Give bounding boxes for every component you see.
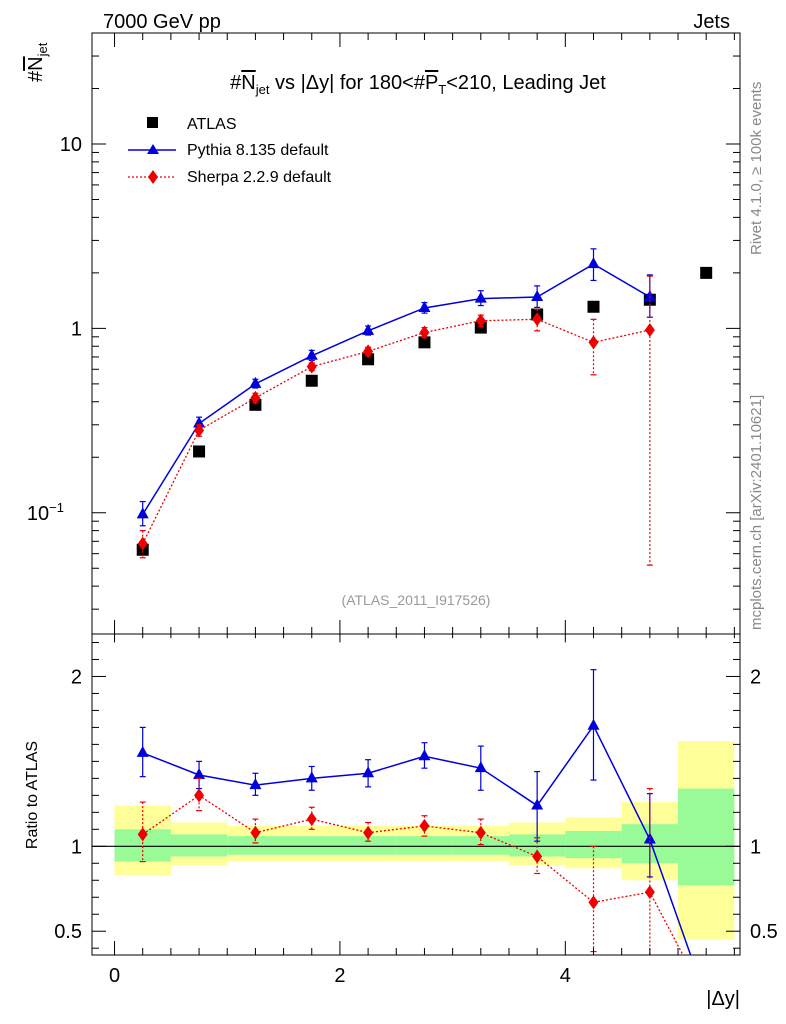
sherpa-point (137, 536, 148, 551)
sherpa-point (194, 423, 205, 438)
atlas-point (418, 336, 431, 349)
stat-band-8 (565, 831, 622, 859)
atlas-point (193, 445, 206, 458)
sherpa-point (588, 335, 599, 350)
sherpa-ratio-point (475, 825, 486, 840)
x-tick-label: 4 (560, 965, 571, 987)
ylabel-n: N (25, 56, 47, 70)
svg-text:#Njet: #Njet (25, 42, 50, 82)
sherpa-point (419, 325, 430, 340)
main-series-pythia (136, 248, 656, 527)
ratio-ytick-label-left: 1 (71, 836, 82, 858)
pythia-ratio-point (305, 771, 318, 783)
pythia-point (249, 376, 262, 388)
legend-sherpa-marker (148, 170, 158, 184)
legend-atlas-marker (147, 117, 158, 128)
pythia-point (531, 289, 544, 301)
axes: 10 1 10−1 0 2 4 0.5 0.5 1 1 2 2 (27, 32, 778, 987)
ratio-ytick-label-left: 0.5 (54, 921, 82, 943)
main-plot-marks (136, 248, 713, 566)
pythia-point (136, 507, 149, 519)
atlas-point (305, 374, 318, 387)
rivet-label: Rivet 4.1.0, ≥ 100k events (748, 82, 765, 255)
ratio-ytick-label-left: 2 (71, 666, 82, 688)
stat-band-1 (170, 834, 228, 857)
x-tick-label: 2 (334, 965, 345, 987)
pythia-line (142, 263, 651, 515)
stat-band-2 (227, 836, 284, 855)
main-ytick-label: 1 (71, 318, 82, 340)
main-title: #Njet vs |Δy| for 180<#PT<210, Leading J… (230, 72, 606, 97)
sherpa-ratio-point (306, 812, 317, 827)
pythia-point (587, 257, 600, 269)
ratio-ytick-label-right: 2 (750, 666, 761, 688)
pythia-ratio-point (531, 798, 544, 810)
pythia-ratio-point (136, 745, 149, 757)
pythia-point (305, 348, 318, 360)
sherpa-point (250, 390, 261, 405)
pythia-ratio-point (587, 718, 600, 730)
stat-band-3 (283, 836, 340, 855)
header-jets: Jets (693, 11, 730, 33)
sherpa-point (532, 312, 543, 327)
pythia-ratio-point (362, 766, 375, 778)
stat-band-10 (678, 788, 735, 886)
stat-band-6 (452, 836, 509, 855)
main-ytick-label: 10−1 (27, 500, 64, 525)
pythia-ratio-point (474, 761, 487, 773)
sherpa-point (644, 322, 655, 337)
ylabel-hash: # (25, 70, 47, 82)
sherpa-point (306, 359, 317, 374)
atlas-point (700, 266, 713, 279)
ylabel-sub: jet (35, 42, 50, 57)
x-tick-label: 0 (109, 965, 120, 987)
header-energy: 7000 GeV pp (103, 11, 221, 33)
sherpa-ratio-point (588, 895, 599, 910)
pythia-ratio-point (418, 749, 431, 761)
legend: ATLAS Pythia 8.135 default Sherpa 2.2.9 … (128, 116, 332, 186)
ratio-ytick-label-right: 1 (750, 836, 761, 858)
sherpa-ratio-point (250, 825, 261, 840)
pythia-point (362, 323, 375, 335)
pythia-ratio-point (249, 778, 262, 790)
sherpa-ratio-point (363, 825, 374, 840)
main-ytick-label: 10 (60, 134, 82, 156)
main-ylabel: #Njet (25, 42, 50, 82)
sherpa-ratio-point (194, 788, 205, 803)
stat-band-5 (396, 836, 453, 855)
atlas-point (587, 300, 600, 313)
sherpa-point (475, 313, 486, 328)
x-axis-label: |Δy| (706, 988, 740, 1010)
legend-pythia-label: Pythia 8.135 default (187, 142, 329, 159)
ratio-series-sherpa (137, 777, 684, 955)
stat-band-4 (339, 836, 397, 855)
pythia-ratio-point (193, 767, 206, 779)
pythia-point (474, 291, 487, 303)
ratio-plot-marks (136, 669, 692, 955)
ratio-ylabel: Ratio to ATLAS (24, 741, 41, 849)
legend-atlas-label: ATLAS (187, 116, 237, 133)
main-series-sherpa (137, 275, 655, 566)
analysis-tag: (ATLAS_2011_I917526) (342, 592, 491, 608)
pythia-point (418, 300, 431, 312)
legend-pythia-marker (147, 144, 159, 154)
sherpa-ratio-point (137, 827, 148, 842)
sherpa-line (142, 318, 650, 544)
legend-sherpa-label: Sherpa 2.2.9 default (187, 169, 332, 186)
sherpa-point (363, 344, 374, 359)
sherpa-ratio-point (419, 818, 430, 833)
stat-band-7 (508, 834, 566, 857)
ratio-series-pythia (136, 669, 692, 955)
ratio-ytick-label-right: 0.5 (750, 921, 778, 943)
ratio-frame (91, 633, 741, 956)
sherpa-ratio-point (532, 849, 543, 864)
sherpa-ratio-point (644, 885, 655, 900)
pythia-point (643, 289, 656, 301)
mcplots-label: mcplots.cern.ch [arXiv:2401.10621] (748, 395, 765, 630)
